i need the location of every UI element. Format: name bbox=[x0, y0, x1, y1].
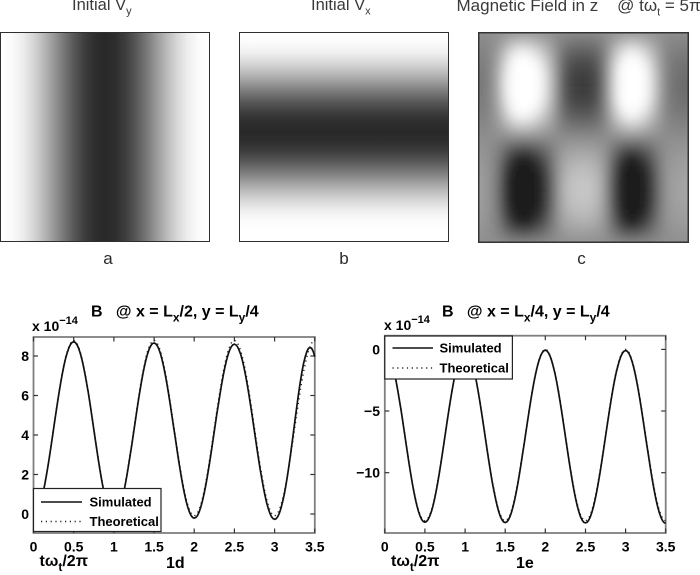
svg-text:B @ x = Lx/4, y = Ly/4: B @ x = Lx/4, y = Ly/4 bbox=[442, 304, 610, 325]
svg-text:tωt/2π: tωt/2π bbox=[40, 553, 88, 574]
svg-text:1d: 1d bbox=[166, 555, 185, 572]
svg-text:0: 0 bbox=[381, 539, 389, 555]
svg-text:Simulated: Simulated bbox=[90, 495, 152, 510]
svg-text:Simulated: Simulated bbox=[440, 341, 502, 356]
svg-text:2: 2 bbox=[190, 539, 198, 555]
svg-text:1: 1 bbox=[461, 539, 469, 555]
svg-text:B @ x = Lx/2, y = Ly/4: B @ x = Lx/2, y = Ly/4 bbox=[91, 304, 259, 325]
svg-text:0: 0 bbox=[30, 539, 38, 555]
svg-text:1.5: 1.5 bbox=[495, 539, 515, 555]
svg-text:tωt/2π: tωt/2π bbox=[391, 553, 439, 574]
svg-text:0.5: 0.5 bbox=[415, 539, 435, 555]
svg-text:3.5: 3.5 bbox=[656, 539, 676, 555]
svg-text:3: 3 bbox=[271, 539, 279, 555]
svg-text:2.5: 2.5 bbox=[576, 539, 596, 555]
svg-text:2: 2 bbox=[21, 467, 29, 483]
svg-text:3.5: 3.5 bbox=[305, 539, 325, 555]
svg-text:Theoretical: Theoretical bbox=[90, 514, 159, 529]
svg-text:1: 1 bbox=[110, 539, 118, 555]
svg-text:0.5: 0.5 bbox=[64, 539, 84, 555]
svg-text:3: 3 bbox=[622, 539, 630, 555]
svg-text:8: 8 bbox=[21, 348, 29, 364]
svg-text:2: 2 bbox=[541, 539, 549, 555]
svg-text:0: 0 bbox=[21, 506, 29, 522]
svg-text:x 10−14: x 10−14 bbox=[32, 315, 79, 334]
svg-text:1.5: 1.5 bbox=[144, 539, 164, 555]
svg-text:−10: −10 bbox=[356, 465, 380, 481]
svg-text:6: 6 bbox=[21, 388, 29, 404]
svg-text:x 10−14: x 10−14 bbox=[384, 314, 431, 333]
svg-text:1e: 1e bbox=[516, 555, 534, 572]
svg-text:Theoretical: Theoretical bbox=[440, 361, 509, 376]
svg-text:4: 4 bbox=[21, 427, 29, 443]
svg-text:2.5: 2.5 bbox=[225, 539, 245, 555]
svg-text:−5: −5 bbox=[364, 403, 380, 419]
svg-text:0: 0 bbox=[372, 341, 380, 357]
